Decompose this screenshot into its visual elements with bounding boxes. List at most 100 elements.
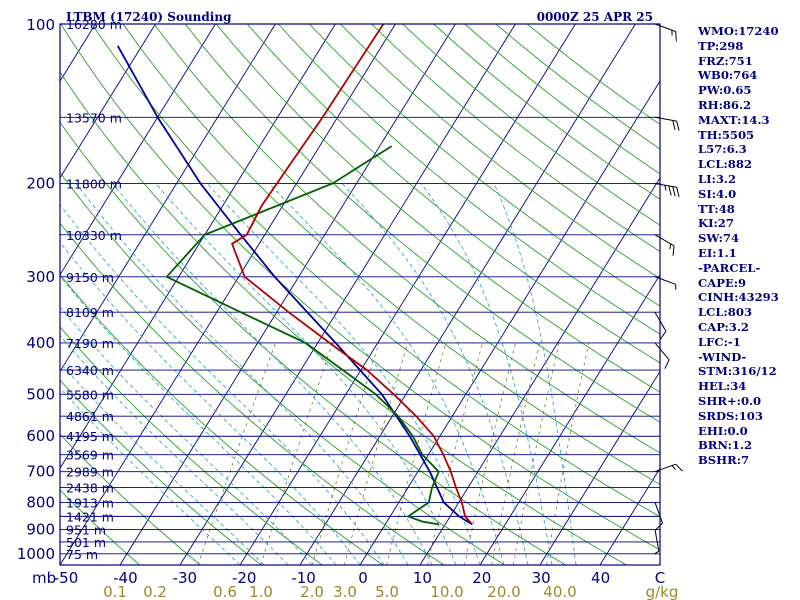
dry-adiabat [340, 24, 660, 280]
wind-barb-flag [675, 463, 683, 472]
pressure-label: 300 [26, 268, 55, 286]
wind-barb [653, 529, 660, 555]
wind-barb-half [664, 185, 667, 191]
wind-barb [654, 234, 675, 256]
wind-barb-flag [672, 245, 675, 256]
index-item: KI:27 [698, 216, 734, 231]
moist-adiabat [206, 183, 481, 565]
mixing-ratio-tick-label: 2.0 [300, 583, 324, 600]
isotherm-line [60, 24, 216, 276]
moist-adiabat [60, 334, 289, 565]
index-item: HEL:34 [698, 379, 747, 394]
wind-barb-shaft [654, 529, 660, 552]
wind-barb-shaft [654, 463, 676, 473]
temperature-tick-label: -40 [113, 569, 138, 587]
height-label: 16280 m [66, 17, 122, 32]
moist-adiabat [112, 183, 433, 565]
dry-adiabat [91, 24, 660, 518]
index-item: WB0:764 [698, 68, 758, 83]
index-item: SRDS:103 [698, 408, 763, 423]
mixing-ratio-tick-label: 0.1 [103, 583, 127, 600]
plot-frame [59, 23, 661, 566]
dewpoint-trace [165, 145, 440, 526]
mixing-ratio-tick-label: 40.0 [543, 583, 576, 600]
wind-barb-flag [659, 330, 667, 340]
moist-adiabat [341, 183, 529, 565]
height-label: 8109 m [66, 305, 114, 320]
wind-barb-shaft [654, 234, 675, 247]
index-item: CAP:3.2 [698, 319, 749, 334]
index-item: EI:1.1 [698, 245, 737, 260]
wind-barb-half [669, 243, 672, 250]
wind-barb-shaft [654, 502, 663, 524]
temperature-tick-label: 10 [413, 569, 432, 587]
wind-barb [654, 311, 667, 340]
wind-barb-half [671, 465, 676, 470]
pressure-label: 800 [26, 493, 55, 511]
height-label: 9150 m [66, 270, 114, 285]
pressure-label: 200 [26, 174, 55, 192]
isotherm-line [479, 273, 660, 565]
index-item: BSHR:7 [698, 453, 750, 468]
wind-barb-flag [668, 185, 672, 196]
moist-adiabat [75, 183, 409, 565]
wind-barb-flag [672, 120, 676, 131]
wind-barb [654, 23, 677, 42]
moist-adiabat [60, 306, 313, 565]
index-item: LFC:-1 [698, 334, 741, 349]
isotherm-line [359, 80, 660, 565]
wind-barb-shaft [654, 23, 676, 32]
dry-adiabat [184, 24, 660, 423]
dry-adiabat [153, 24, 660, 454]
index-item: CAPE:9 [698, 275, 747, 290]
temperature-tick-label: 40 [591, 569, 610, 587]
temperature-tick-label: -50 [54, 569, 79, 587]
chart-time: 0000Z 25 APR 25 [537, 10, 653, 24]
wind-barb-half [675, 284, 677, 290]
temperature-tick-label: C [655, 569, 665, 587]
dry-adiabat [60, 24, 660, 551]
height-label: 4195 m [66, 429, 114, 444]
moist-adiabat [155, 183, 457, 565]
dry-adiabat [60, 222, 445, 565]
wind-barb-shaft [654, 182, 677, 188]
isotherm-line [60, 24, 396, 565]
dry-adiabat [371, 24, 660, 253]
chart-grid [0, 24, 660, 565]
mixing-ratio-tick-label: 0.6 [213, 583, 237, 600]
index-item: MAXT:14.3 [698, 112, 770, 127]
pressure-label: 700 [26, 463, 55, 481]
temperature-tick-label: 30 [532, 569, 551, 587]
wind-barb-half [653, 550, 660, 555]
wind-barb-flag [672, 186, 676, 197]
index-item: FRZ:751 [698, 53, 753, 68]
isotherm-line [60, 24, 336, 470]
index-item: SW:74 [698, 231, 740, 246]
height-label: 4861 m [66, 409, 114, 424]
temperature-tick-label: -20 [232, 569, 257, 587]
dry-adiabat [60, 433, 201, 565]
index-item: LCL:803 [698, 305, 753, 320]
height-label: 2438 m [66, 481, 114, 496]
moist-adiabat [420, 183, 553, 565]
isotherm-line [0, 24, 35, 565]
temperature-tick-label: 20 [472, 569, 491, 587]
wind-barb-flag [676, 120, 680, 131]
isotherm-line [599, 467, 660, 565]
pressure-label: 900 [26, 521, 55, 539]
index-item: L57:6.3 [698, 142, 747, 157]
mixing-ratio-line [491, 342, 541, 565]
height-label: 951 m [66, 523, 106, 538]
height-label: 6340 m [66, 363, 114, 378]
wind-barb-shaft [654, 342, 670, 361]
index-item: RH:86.2 [698, 97, 752, 112]
index-item: LI:3.2 [698, 171, 737, 186]
index-item: LCL:882 [698, 157, 753, 172]
wind-barb [654, 342, 670, 369]
wind-barb [654, 463, 683, 473]
moist-adiabat [268, 183, 505, 565]
index-item: -PARCEL- [698, 260, 761, 275]
moist-adiabat [493, 183, 577, 565]
wind-barb-shaft [654, 276, 676, 285]
